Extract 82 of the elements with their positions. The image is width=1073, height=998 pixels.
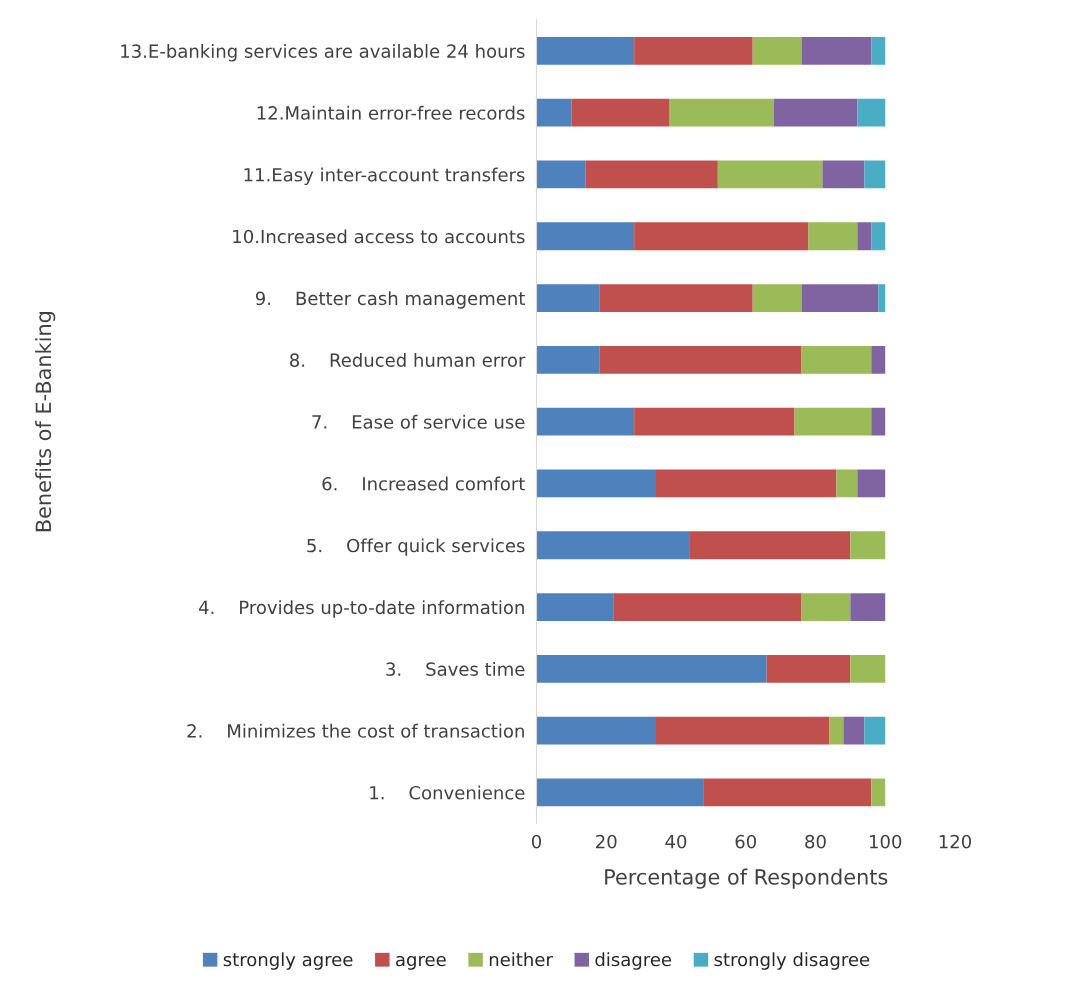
legend-label: neither	[489, 952, 553, 967]
y-tick-label: 4. Provides up-to-date information	[198, 600, 524, 618]
legend-label: disagree	[595, 952, 672, 970]
bar	[536, 98, 572, 127]
bar	[864, 160, 886, 189]
y-tick-label: 7. Ease of service use	[312, 414, 525, 429]
bar	[857, 469, 886, 498]
y-tick-label: 10.Increased access to accounts	[233, 229, 525, 244]
bar	[801, 593, 851, 621]
bar	[808, 222, 858, 251]
bar	[536, 36, 635, 65]
bar	[634, 222, 809, 251]
y-tick-label: 9. Better cash management	[255, 291, 525, 309]
bar	[829, 716, 844, 745]
bar	[571, 98, 670, 127]
bar	[536, 407, 635, 436]
bar	[843, 716, 865, 745]
x-tick-label: 40	[665, 834, 687, 849]
bar	[871, 778, 886, 807]
x-tick-label: 120	[939, 834, 971, 849]
bar	[613, 593, 802, 621]
legend-label: strongly agree	[223, 952, 353, 970]
bar	[536, 778, 704, 807]
y-tick-label: 3. Saves time	[386, 661, 525, 676]
bar	[536, 284, 600, 312]
y-axis-title: Benefits of E-Banking	[35, 312, 56, 532]
legend-label: agree	[396, 955, 446, 970]
bar	[857, 222, 872, 251]
y-tick-label: 8. Reduced human error	[290, 353, 526, 367]
x-tick-label: 100	[869, 834, 902, 849]
legend-label: strongly disagree	[714, 952, 870, 970]
bar	[864, 716, 886, 745]
x-axis-title: Percentage of Respondents	[605, 868, 888, 889]
bar	[878, 284, 886, 312]
bar	[536, 716, 656, 745]
y-tick-label: 13.E-banking services are available 24 hours	[121, 44, 525, 62]
bar	[871, 222, 886, 251]
bar	[689, 531, 851, 560]
bar	[536, 345, 600, 374]
bar	[850, 593, 886, 621]
bar	[536, 654, 767, 683]
y-tick-label: 1. Convenience	[370, 785, 525, 800]
bar	[536, 222, 635, 251]
bar	[871, 407, 886, 436]
bar	[857, 98, 886, 127]
bar	[766, 654, 851, 683]
bar	[634, 36, 753, 65]
bar	[836, 469, 858, 498]
bar	[717, 160, 823, 189]
bar	[801, 345, 872, 374]
y-tick-label: 5. Offer quick services	[307, 538, 525, 556]
bar	[536, 160, 586, 189]
bar	[752, 36, 802, 65]
bar	[850, 654, 886, 683]
bar	[822, 160, 865, 189]
bar	[599, 345, 802, 374]
bar	[536, 531, 690, 560]
bar	[634, 407, 795, 436]
y-tick-label: 6. Increased comfort	[322, 476, 525, 491]
x-tick-label: 0	[531, 834, 542, 849]
bar	[703, 778, 872, 807]
bar	[850, 531, 886, 560]
x-tick-label: 60	[735, 834, 757, 849]
x-tick-label: 80	[805, 834, 826, 849]
bar	[794, 407, 872, 436]
bar	[655, 469, 837, 498]
y-tick-label: 12.Maintain error-free records	[257, 105, 525, 120]
bar	[773, 98, 858, 127]
y-tick-label: 2. Minimizes the cost of transaction	[187, 723, 524, 738]
y-tick-label: 11.Easy inter-account transfers	[244, 167, 525, 186]
bar	[752, 284, 802, 312]
bar	[536, 469, 656, 498]
bar	[669, 98, 774, 127]
bar	[801, 36, 872, 65]
bar	[585, 160, 718, 189]
bar	[655, 716, 830, 745]
x-tick-label: 20	[596, 834, 617, 849]
bar	[871, 345, 886, 374]
bar	[536, 593, 614, 621]
bar	[871, 36, 886, 65]
bar	[801, 284, 879, 312]
bar	[599, 284, 753, 312]
